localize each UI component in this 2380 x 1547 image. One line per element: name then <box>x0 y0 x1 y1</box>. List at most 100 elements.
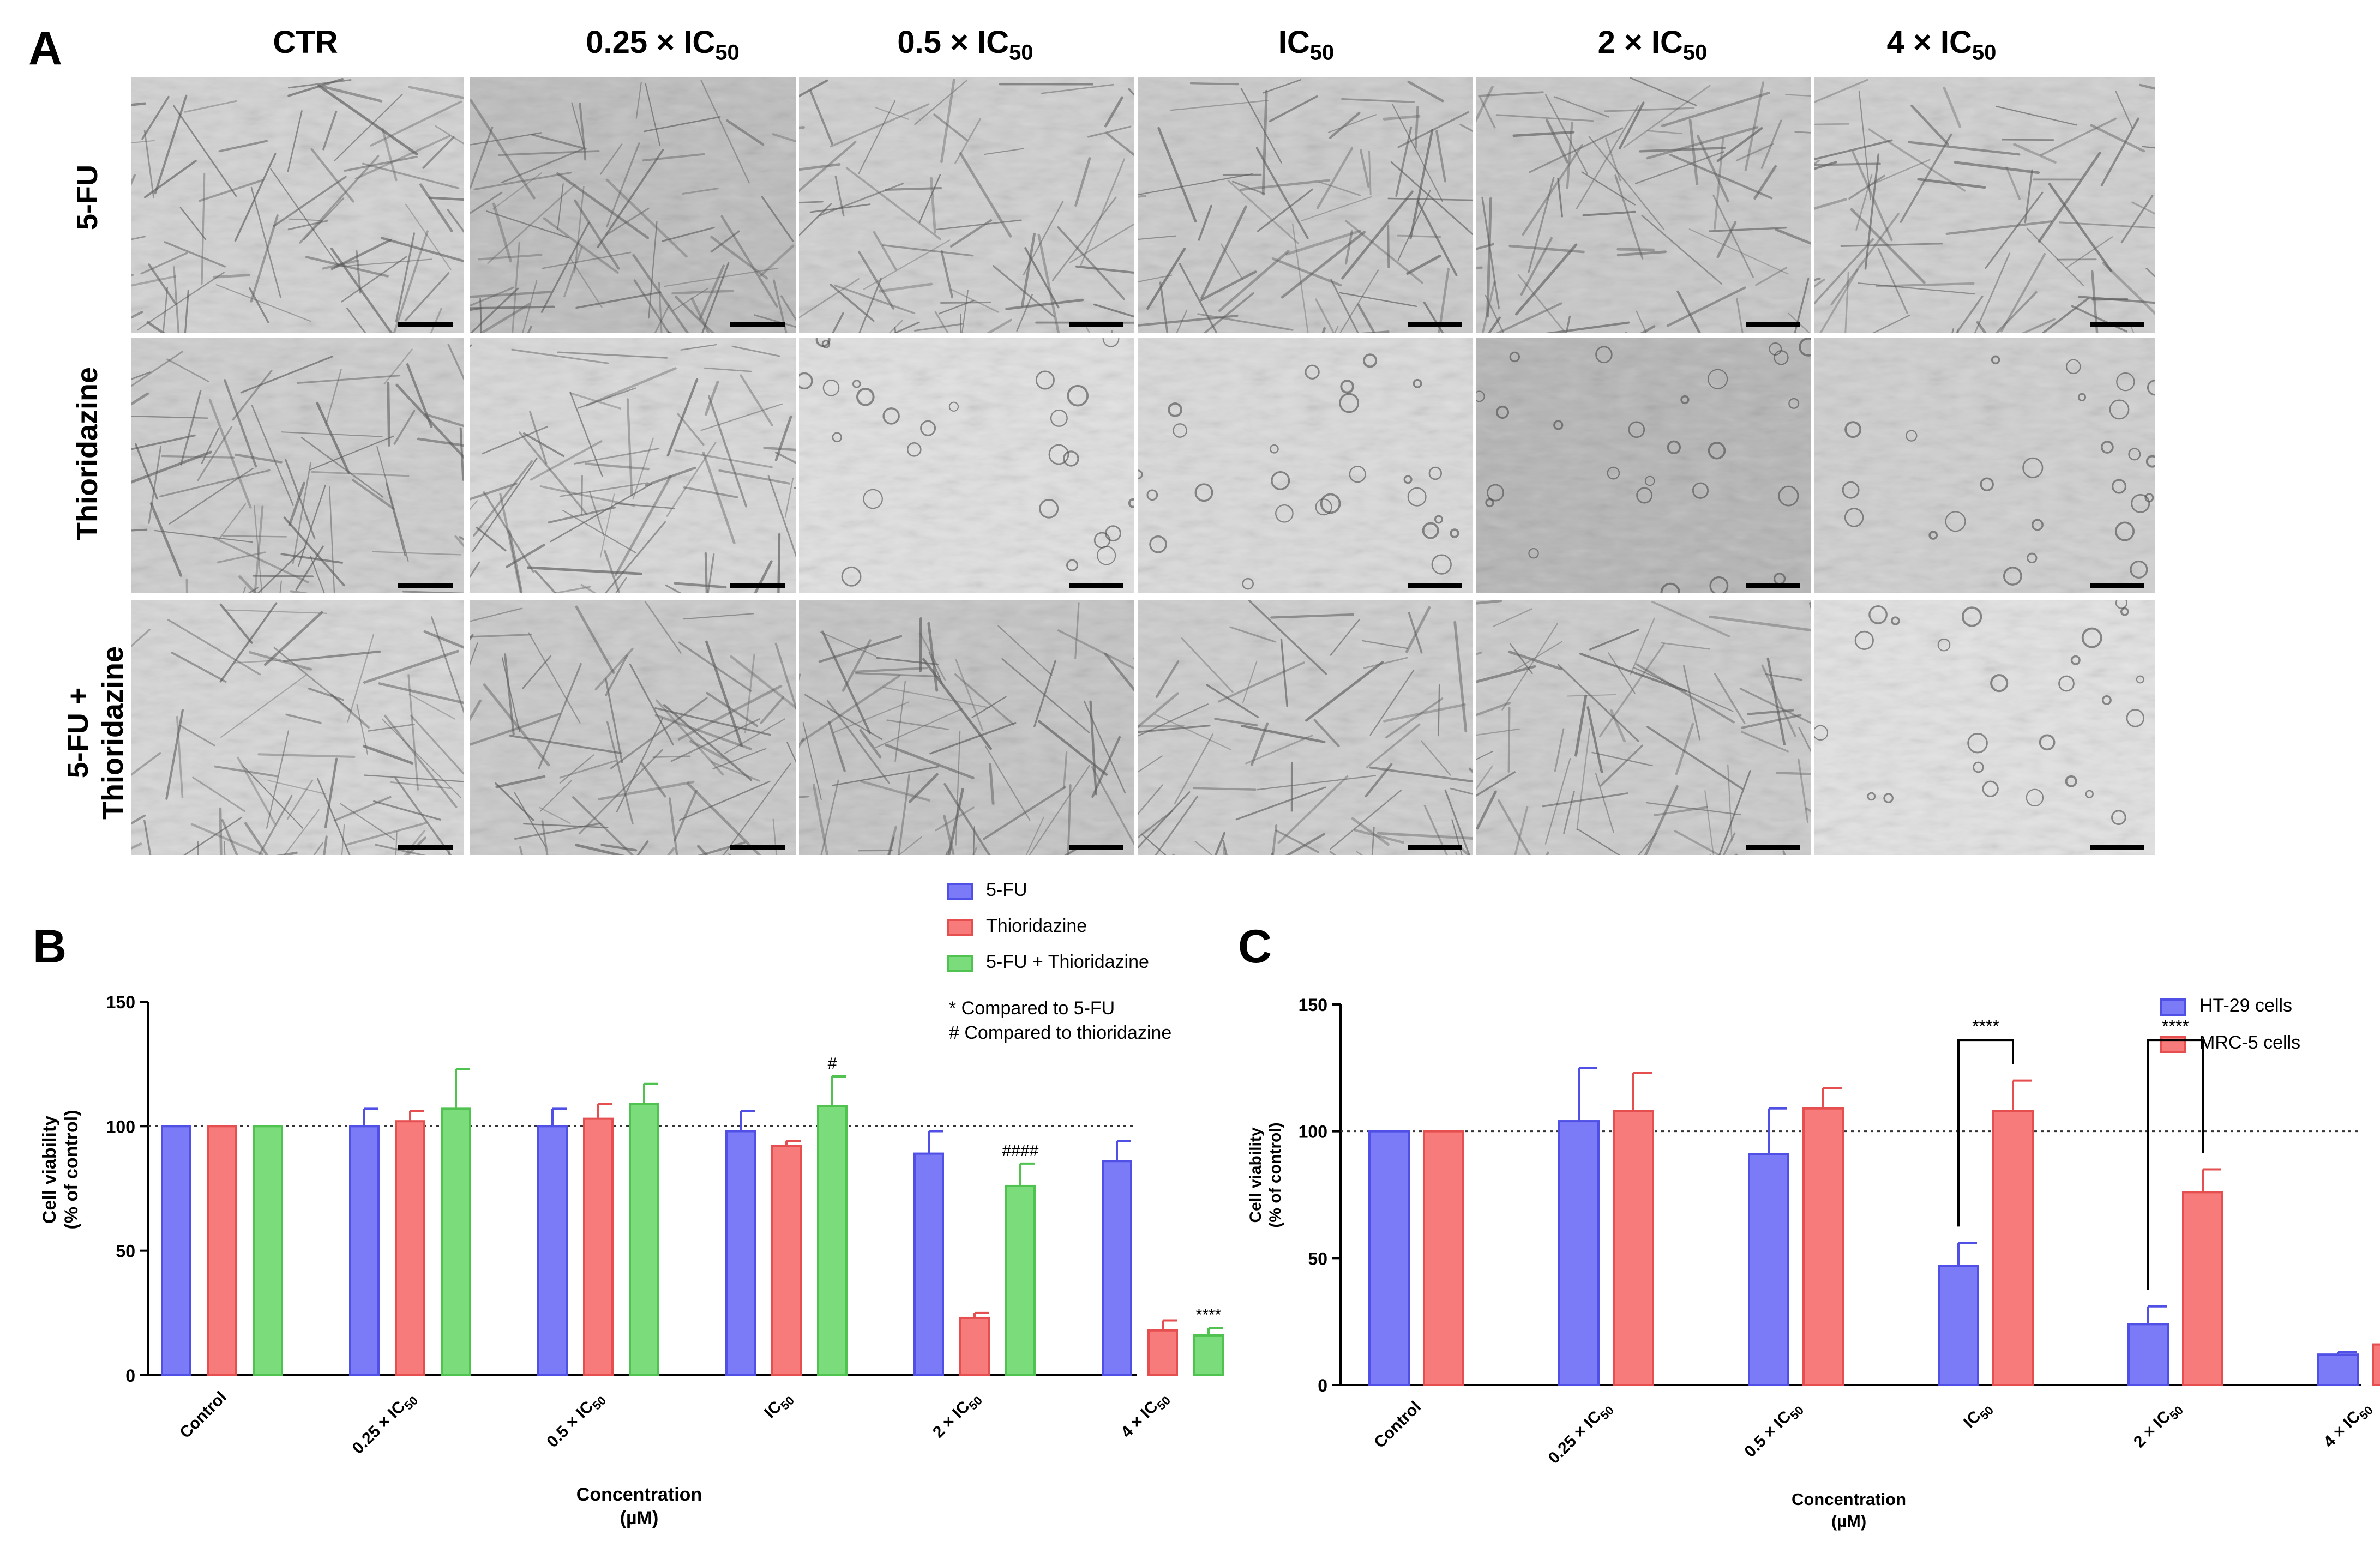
cell-blob <box>1644 475 1655 486</box>
cell-blob <box>2081 627 2102 648</box>
micrograph-texture <box>131 77 464 333</box>
chart-c-bar-ht-29-cells-0[interactable] <box>1368 1130 1410 1387</box>
chart-b-bar-5-fu-thioridazine-2[interactable] <box>629 1103 659 1376</box>
chart-c-bar-mrc-5-cells-5[interactable] <box>2372 1343 2380 1386</box>
cell-streak <box>629 663 674 746</box>
chart-c-bar-ht-29-cells-5[interactable] <box>2317 1353 2359 1386</box>
chart-b-bar-5-fu-2[interactable] <box>537 1125 568 1376</box>
chart-b-bar-5-fu-5[interactable] <box>1102 1160 1132 1376</box>
chart-b-bar-5-fu-thioridazine-3[interactable] <box>817 1105 848 1377</box>
cell-streak <box>340 803 395 840</box>
cell-streak <box>1387 224 1390 268</box>
micrograph-texture <box>470 338 796 593</box>
cell-streak <box>226 609 327 614</box>
cell-streak <box>192 776 246 812</box>
cell-streak <box>173 266 180 333</box>
chart-c-bar-ht-29-cells-4[interactable] <box>2127 1323 2169 1387</box>
cell-streak <box>704 552 708 593</box>
chart-b-bar-thioridazine-5[interactable] <box>1147 1329 1178 1377</box>
cell-streak <box>626 398 633 496</box>
micrograph-texture <box>1476 600 1811 855</box>
chart-b-bar-5-fu-thioridazine-4[interactable] <box>1005 1184 1036 1377</box>
cell-streak <box>1075 265 1134 274</box>
cell-streak <box>1722 832 1736 855</box>
cell-streak <box>594 647 634 691</box>
chart-b-bar-thioridazine-1[interactable] <box>395 1120 425 1376</box>
chart-b-bar-5-fu-thioridazine-0[interactable] <box>253 1125 283 1376</box>
chart-b-bar-5-fu-4[interactable] <box>913 1152 944 1376</box>
cell-streak <box>1341 190 1414 280</box>
cell-blob <box>1242 577 1254 590</box>
chart-b-bar-thioridazine-0[interactable] <box>207 1125 237 1376</box>
cell-streak <box>882 687 990 708</box>
cell-streak <box>888 320 903 333</box>
cell-streak <box>347 633 375 723</box>
cell-streak <box>356 703 369 755</box>
cell-streak <box>1764 673 1802 681</box>
cell-streak <box>159 469 271 498</box>
cell-streak <box>492 202 512 263</box>
chart-c-bar-mrc-5-cells-2[interactable] <box>1802 1107 1844 1386</box>
cell-streak <box>579 103 587 161</box>
cell-streak <box>1305 660 1384 722</box>
cell-streak <box>1727 764 1733 842</box>
chart-b-bar-5-fu-1[interactable] <box>349 1125 380 1376</box>
cell-blob <box>2114 521 2135 541</box>
cell-streak <box>131 752 161 776</box>
cell-streak <box>235 453 283 464</box>
chart-c-bar-mrc-5-cells-4[interactable] <box>2182 1191 2223 1386</box>
cell-streak <box>1257 188 1314 232</box>
cell-streak <box>723 762 791 855</box>
cell-streak <box>1016 294 1033 332</box>
chart-b-bar-thioridazine-2[interactable] <box>583 1117 614 1376</box>
micrograph-3-4 <box>1138 600 1473 855</box>
chart-c-bar-mrc-5-cells-0[interactable] <box>1423 1130 1464 1387</box>
micrograph-1-5 <box>1476 77 1811 333</box>
cell-streak <box>483 683 550 767</box>
cell-streak <box>1591 751 1653 767</box>
cell-streak <box>671 290 734 295</box>
cell-streak <box>858 100 896 174</box>
cell-streak <box>435 125 464 145</box>
chart-c-bar-ht-29-cells-1[interactable] <box>1558 1120 1600 1386</box>
cell-streak <box>1529 127 1624 173</box>
chart-c-legend-swatch-ht-29-cells <box>2160 998 2186 1016</box>
chart-c-bar-mrc-5-cells-1[interactable] <box>1613 1110 1654 1386</box>
chart-c-bar-ht-29-cells-3[interactable] <box>1938 1265 1979 1386</box>
chart-c-bar-mrc-5-cells-3[interactable] <box>1992 1110 2034 1386</box>
cell-streak <box>512 242 520 333</box>
cell-streak <box>855 666 928 673</box>
cell-blob <box>948 401 959 412</box>
cell-streak <box>1565 315 1571 333</box>
cell-streak <box>1766 657 1786 745</box>
chart-b-bar-thioridazine-4[interactable] <box>959 1316 990 1376</box>
chart-b-bar-5-fu-thioridazine-5[interactable] <box>1193 1334 1224 1377</box>
chart-b-bar-thioridazine-3[interactable] <box>771 1145 802 1377</box>
cell-streak <box>933 113 968 141</box>
cell-streak <box>1476 243 1494 250</box>
cell-streak <box>498 150 600 156</box>
chart-b-bar-5-fu-3[interactable] <box>725 1130 756 1376</box>
cell-streak <box>1528 177 1555 273</box>
cell-streak <box>424 413 464 428</box>
cell-streak <box>1057 226 1126 300</box>
cell-streak <box>1154 713 1231 750</box>
chart-b-bar-5-fu-0[interactable] <box>161 1125 191 1376</box>
cell-blob <box>2026 788 2044 807</box>
cell-blob <box>1844 421 1862 438</box>
cell-streak <box>1714 137 1724 230</box>
cell-streak <box>131 371 151 381</box>
cell-streak <box>550 483 653 543</box>
chart-b-bar-5-fu-thioridazine-1[interactable] <box>441 1107 471 1377</box>
chart-c-category-text: 0.25 × IC <box>1545 1407 1605 1467</box>
micrograph-2-3 <box>799 338 1134 593</box>
column-header-0-25-ic50: 0.25 × IC50 <box>586 25 740 65</box>
cell-streak <box>1261 89 1268 196</box>
micrograph-texture <box>470 77 796 333</box>
cell-streak <box>724 718 786 754</box>
cell-streak <box>679 780 771 821</box>
chart-c-bar-ht-29-cells-2[interactable] <box>1748 1153 1789 1386</box>
cell-streak <box>707 553 715 593</box>
cell-streak <box>820 779 839 855</box>
chart-b-y-tick-label: 100 <box>106 1117 135 1136</box>
